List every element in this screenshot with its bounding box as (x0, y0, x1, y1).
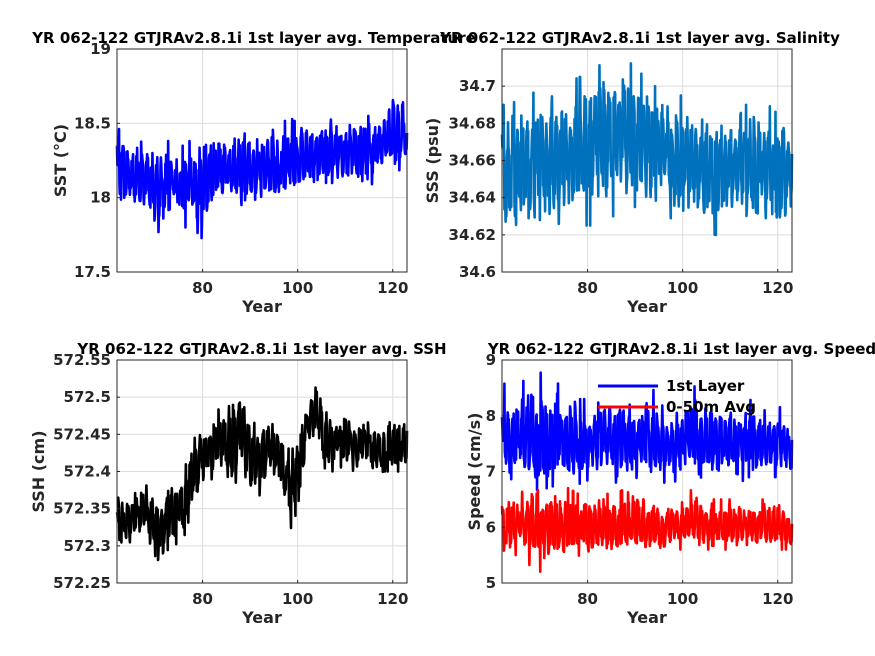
y-tick-label: 572.4 (64, 463, 111, 481)
x-tick-label: 100 (282, 279, 313, 297)
series-line-1 (115, 98, 409, 240)
y-tick-label: 572.35 (53, 500, 111, 518)
y-axis-label: SST (°C) (51, 124, 70, 197)
legend-label: 0-50m Avg (666, 398, 756, 416)
x-tick-label: 80 (577, 590, 598, 608)
y-tick-label: 5 (486, 574, 496, 592)
y-tick-label: 18 (90, 189, 111, 207)
x-tick-label: 100 (667, 279, 698, 297)
x-tick-label: 120 (762, 590, 793, 608)
y-tick-label: 17.5 (74, 263, 111, 281)
x-tick-label: 100 (282, 590, 313, 608)
y-tick-label: 7 (486, 463, 496, 481)
y-tick-label: 572.5 (64, 388, 111, 406)
y-axis-label: SSS (psu) (423, 118, 442, 204)
y-tick-label: 34.6 (459, 263, 496, 281)
series-line-0-50m-avg (500, 486, 794, 573)
subplot-title: YR 062-122 GTJRAv2.8.1i 1st layer avg. S… (76, 340, 446, 358)
series-line-2 (500, 62, 794, 237)
x-tick-label: 120 (377, 279, 408, 297)
legend-label: 1st Layer (666, 377, 745, 395)
x-axis-label: Year (241, 297, 282, 316)
axes-box (116, 48, 408, 273)
series-line-1st-layer (500, 371, 794, 492)
y-axis-label: SSH (cm) (29, 430, 48, 512)
y-tick-label: 6 (486, 518, 496, 536)
x-tick-label: 100 (667, 590, 698, 608)
series-line-3 (115, 386, 409, 562)
x-tick-label: 80 (192, 279, 213, 297)
y-tick-label: 34.66 (449, 152, 496, 170)
x-tick-label: 120 (377, 590, 408, 608)
y-tick-label: 572.3 (64, 537, 111, 555)
x-axis-label: Year (626, 608, 667, 627)
subplot-4: 80 100 120 5 6 7 8 9 Year Speed (cm/s) YR 062-122 … (465, 340, 875, 627)
y-tick-label: 8 (486, 407, 496, 425)
y-tick-label: 34.68 (449, 114, 496, 132)
x-axis-label: Year (241, 608, 282, 627)
subplot-3: 80 100 120 572.25 572.3 572.35 572.4 572.45 572.… (29, 340, 447, 627)
legend: 1st Layer 0-50m Avg (598, 377, 756, 416)
x-tick-label: 120 (762, 279, 793, 297)
y-tick-label: 34.62 (449, 226, 496, 244)
y-tick-label: 9 (486, 351, 496, 369)
y-tick-label: 572.25 (53, 574, 111, 592)
subplot-title: YR 062-122 GTJRAv2.8.1i 1st layer avg. S… (439, 29, 840, 47)
subplot-1: 80 100 120 17.5 18 18.5 19 Year SST (°C) YR 062-1… (31, 29, 476, 316)
y-tick-label: 34.64 (449, 189, 496, 207)
y-tick-label: 572.55 (53, 351, 111, 369)
y-axis-label: Speed (cm/s) (465, 413, 484, 531)
x-axis-label: Year (626, 297, 667, 316)
y-tick-label: 19 (90, 40, 111, 58)
subplot-title: YR 062-122 GTJRAv2.8.1i 1st layer avg. S… (487, 340, 875, 358)
y-tick-label: 572.45 (53, 425, 111, 443)
subplot-2: 80 100 120 34.6 34.62 34.64 34.66 34.68 34.7 Year… (423, 29, 840, 316)
x-tick-label: 80 (577, 279, 598, 297)
x-tick-label: 80 (192, 590, 213, 608)
y-tick-label: 34.7 (459, 77, 496, 95)
y-tick-label: 18.5 (74, 114, 111, 132)
subplot-title: YR 062-122 GTJRAv2.8.1i 1st layer avg. T… (31, 29, 476, 47)
